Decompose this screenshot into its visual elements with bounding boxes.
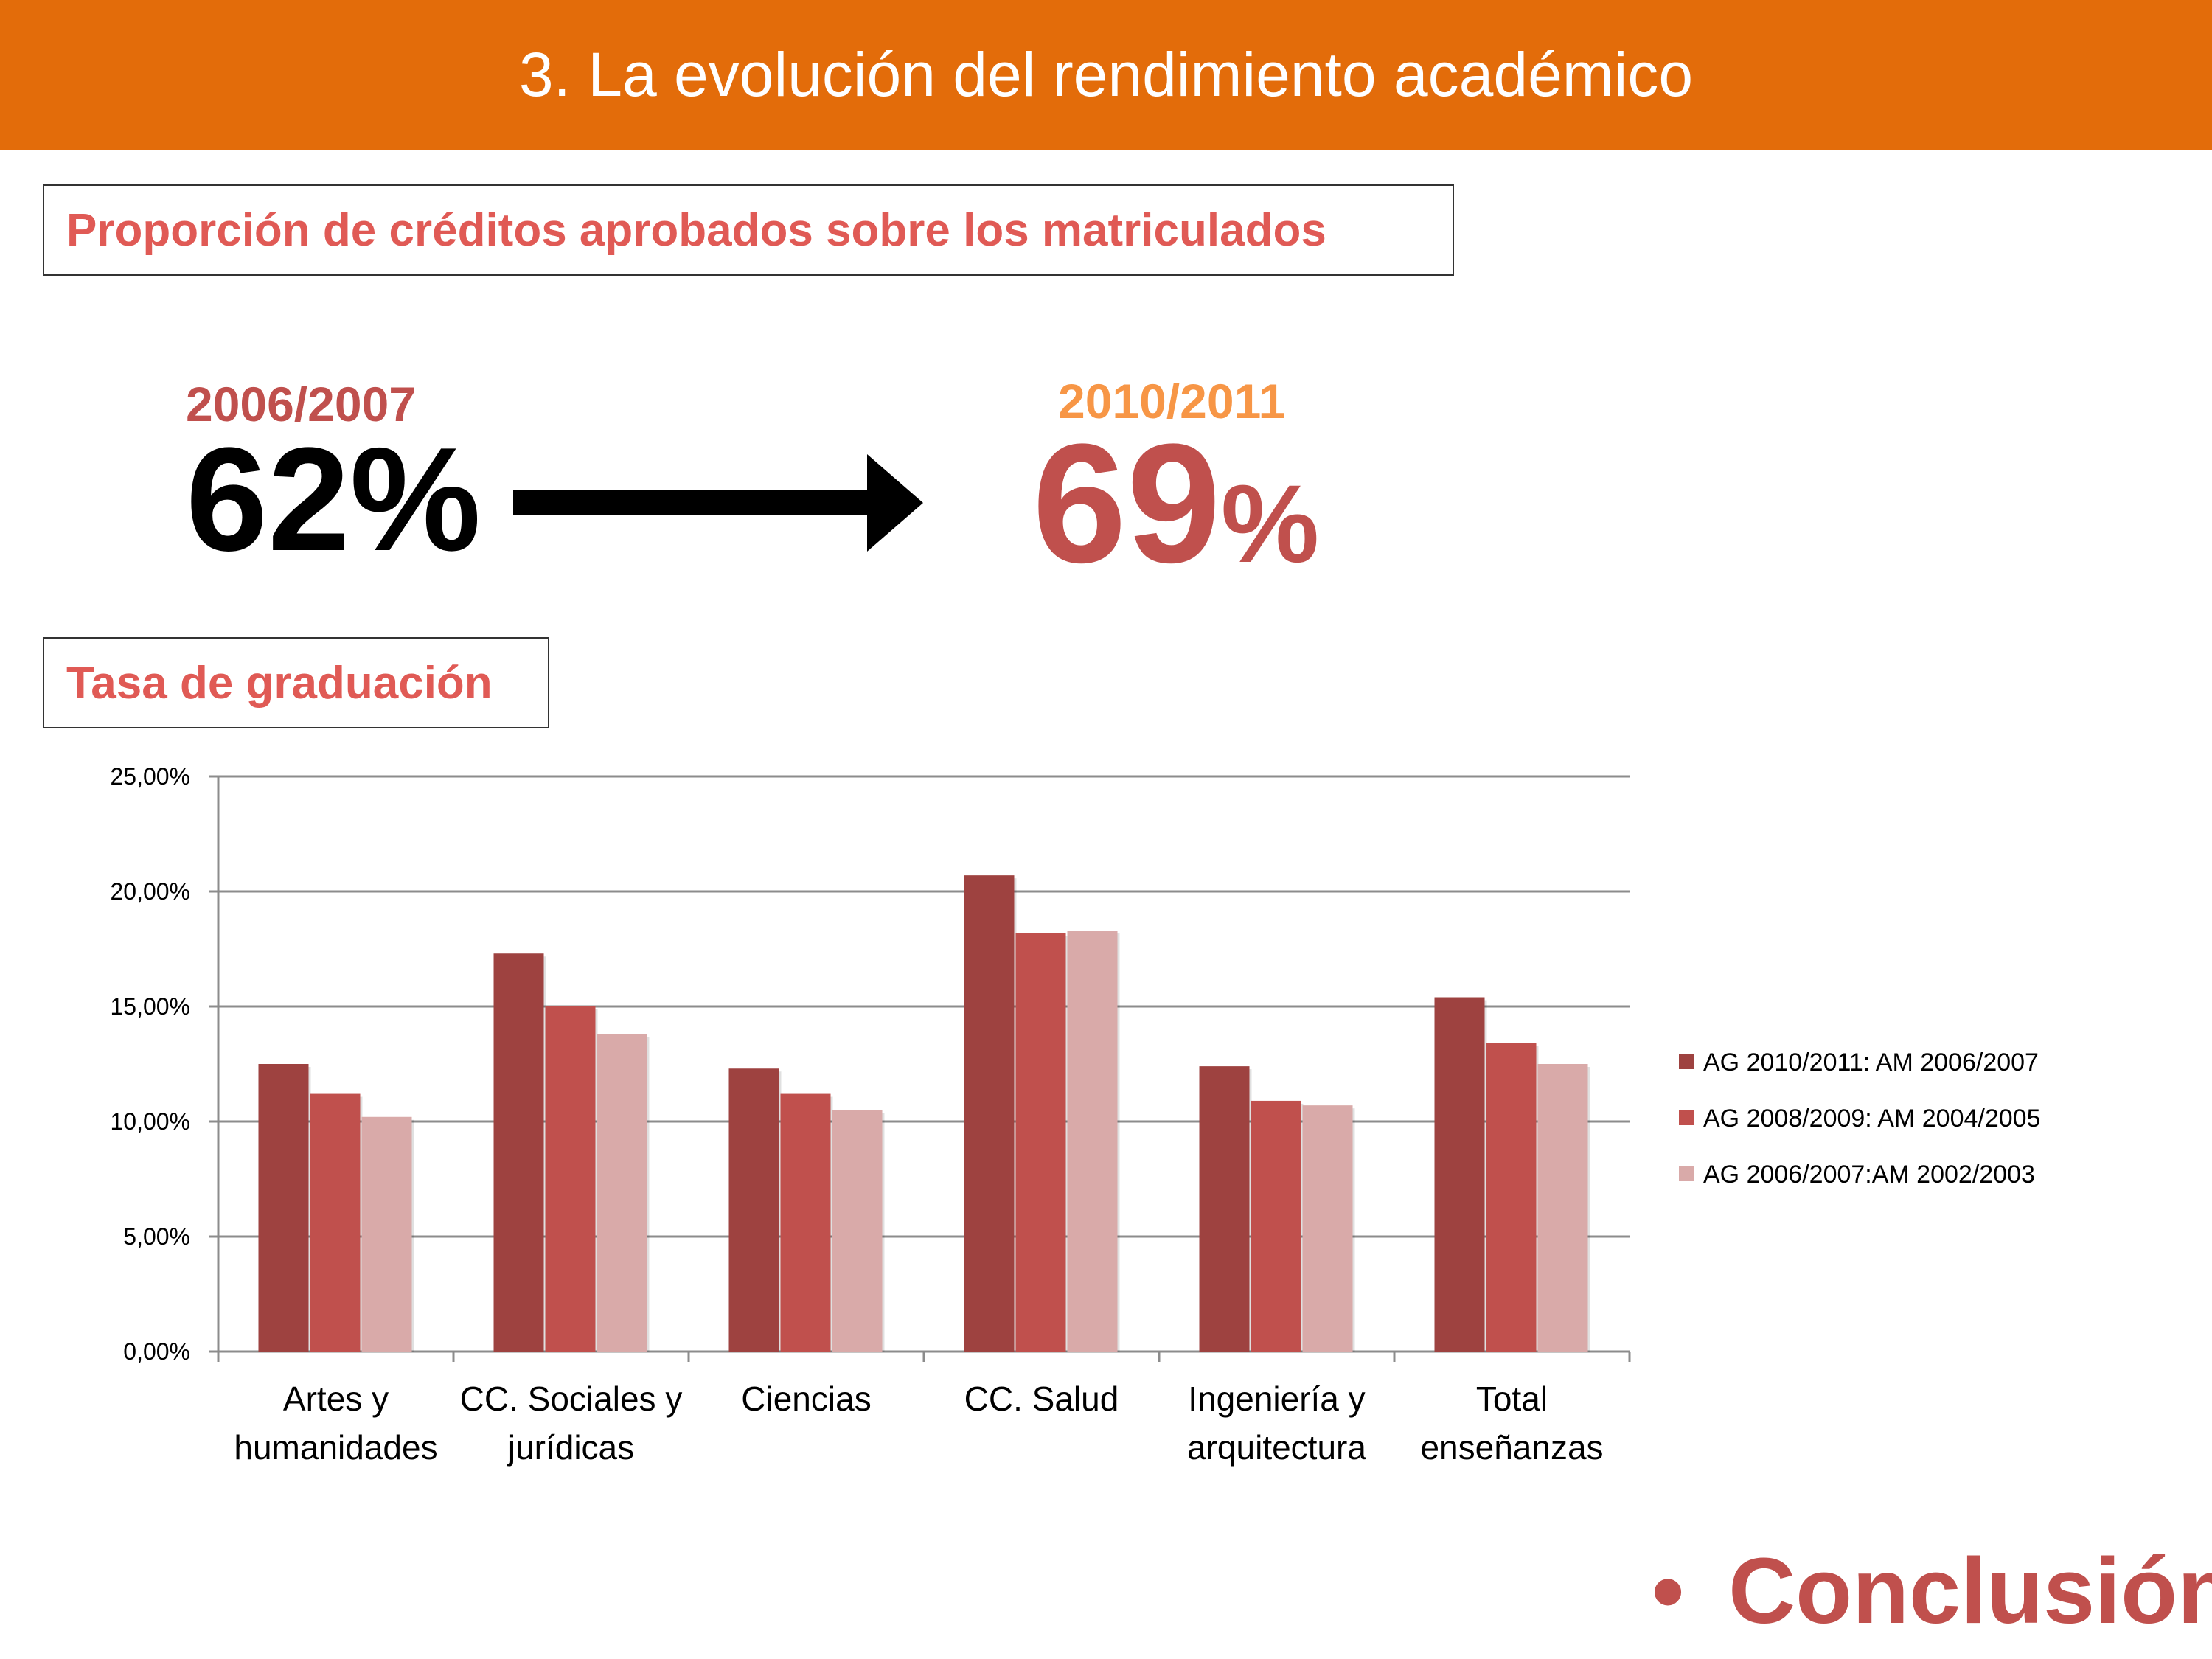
legend-label: AG 2008/2009: AM 2004/2005 bbox=[1703, 1105, 2040, 1133]
y-tick-label: 10,00% bbox=[110, 1108, 190, 1135]
bar bbox=[1537, 1064, 1588, 1352]
y-tick-label: 20,00% bbox=[110, 878, 190, 905]
bar bbox=[545, 1006, 596, 1352]
bar bbox=[1067, 931, 1118, 1352]
section-title-credits-text: Proporción de créditos aprobados sobre l… bbox=[66, 204, 1326, 256]
section-title-graduation-text: Tasa de graduación bbox=[66, 657, 493, 709]
bar bbox=[728, 1068, 779, 1352]
y-tick-label: 0,00% bbox=[123, 1338, 190, 1365]
bar bbox=[258, 1064, 309, 1352]
legend-label: AG 2006/2007:AM 2002/2003 bbox=[1703, 1161, 2035, 1189]
bar bbox=[1302, 1105, 1353, 1352]
graduation-bar-chart: 0,00% 5,00% 10,00% 15,00% 20,00% 25,00% Artes … bbox=[110, 763, 2040, 1467]
bar bbox=[310, 1093, 361, 1352]
x-category-label: arquitectura bbox=[1187, 1428, 1366, 1467]
section-title-graduation: Tasa de graduación bbox=[43, 637, 549, 728]
bar bbox=[493, 953, 544, 1352]
x-category-label: Ingeniería y bbox=[1188, 1380, 1365, 1418]
legend-swatch bbox=[1679, 1166, 1694, 1181]
legend-swatch bbox=[1679, 1054, 1694, 1069]
bar bbox=[1434, 997, 1485, 1352]
bar bbox=[964, 875, 1015, 1352]
x-category-label: CC. Salud bbox=[964, 1380, 1119, 1418]
x-category-label: Total bbox=[1476, 1380, 1548, 1418]
x-category-label: Ciencias bbox=[741, 1380, 871, 1418]
legend-label: AG 2010/2011: AM 2006/2007 bbox=[1703, 1048, 2039, 1077]
bar bbox=[361, 1116, 412, 1352]
slide-header: 3. La evolución del rendimiento académic… bbox=[0, 0, 2212, 150]
section-title-credits: Proporción de créditos aprobados sobre l… bbox=[43, 184, 1454, 276]
to-value-number: 69 bbox=[1032, 408, 1221, 598]
bar bbox=[1251, 1100, 1301, 1352]
x-category-label: CC. Sociales y bbox=[460, 1380, 683, 1418]
bar bbox=[597, 1034, 647, 1352]
conclusion-text: Conclusión bbox=[1728, 1539, 2212, 1643]
bar bbox=[780, 1093, 831, 1352]
bar bbox=[1199, 1066, 1250, 1352]
conclusion-bullet: • Conclusión bbox=[1652, 1537, 2212, 1644]
y-tick-label: 25,00% bbox=[110, 763, 190, 790]
to-value: 69% bbox=[1032, 419, 1319, 588]
bar bbox=[1486, 1043, 1537, 1352]
x-category-label: humanidades bbox=[234, 1428, 437, 1467]
x-category-label: enseñanzas bbox=[1420, 1428, 1603, 1467]
slide-title: 3. La evolución del rendimiento académic… bbox=[518, 40, 1694, 109]
y-tick-label: 15,00% bbox=[110, 993, 190, 1020]
bullet-icon: • bbox=[1652, 1539, 1685, 1643]
x-category-label: Artes y bbox=[283, 1380, 389, 1418]
from-year-label: 2006/2007 bbox=[186, 377, 416, 431]
right-arrow-icon bbox=[513, 454, 923, 552]
to-year-label: 2010/2011 bbox=[1058, 374, 1286, 428]
bar bbox=[832, 1110, 883, 1352]
x-category-label: jurídicas bbox=[507, 1428, 634, 1467]
from-value: 62% bbox=[186, 417, 481, 582]
to-value-unit: % bbox=[1220, 462, 1320, 585]
y-tick-label: 5,00% bbox=[123, 1223, 190, 1250]
bar bbox=[1015, 933, 1066, 1352]
legend-swatch bbox=[1679, 1110, 1694, 1125]
